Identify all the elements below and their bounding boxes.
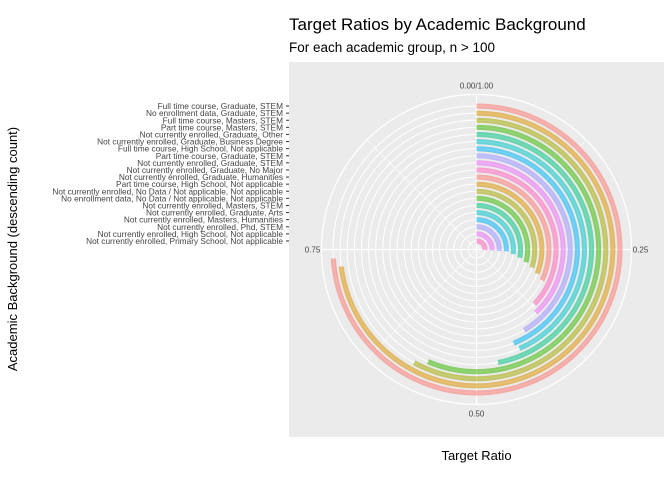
- bar-0: [330, 103, 623, 396]
- bar-4: [476, 131, 595, 366]
- bar-8: [476, 160, 566, 315]
- category-label-8: Not currently enrolled, Graduate, STEM: [137, 158, 283, 168]
- category-label-1: No enrollment data, Graduate, STEM: [146, 108, 283, 118]
- category-label-6: Full time course, High School, Not appli…: [118, 144, 283, 154]
- bar-19: [476, 238, 488, 251]
- bar-6: [476, 146, 580, 346]
- grid-spoke-minor: [366, 139, 477, 250]
- category-label-0: Full time course, Graduate, STEM: [158, 101, 284, 111]
- bar-10: [476, 174, 552, 282]
- grid-spoke-minor: [366, 249, 477, 360]
- bar-1: [338, 110, 616, 389]
- category-label-17: Not currently enrolled, Phd, STEM: [157, 222, 283, 232]
- bar-17: [476, 224, 502, 252]
- bar-18: [476, 231, 495, 251]
- bar-11: [476, 181, 545, 275]
- category-label-9: Not currently enrolled, Graduate, No Maj…: [127, 165, 284, 175]
- category-label-14: Not currently enrolled, Masters, STEM: [142, 200, 283, 210]
- category-label-10: Not currently enrolled, Graduate, Humani…: [119, 172, 283, 182]
- category-label-4: Not currently enrolled, Graduate, Other: [140, 129, 284, 139]
- bar-5: [476, 138, 587, 351]
- bars-layer: [330, 103, 623, 396]
- category-label-2: Full time course, Masters, STEM: [163, 115, 283, 125]
- theta-tick-label-3: 0.75: [305, 246, 321, 255]
- bar-7: [476, 153, 573, 333]
- bar-3: [426, 124, 602, 375]
- bar-14: [476, 202, 524, 259]
- bar-2: [413, 117, 609, 382]
- y-axis-title: Academic Background (descending count): [5, 127, 20, 371]
- category-label-16: Not currently enrolled, Masters, Humanit…: [124, 215, 283, 225]
- chart-title: Target Ratios by Academic Background: [289, 15, 586, 34]
- bar-9: [476, 167, 559, 306]
- category-label-15: Not currently enrolled, Graduate, Arts: [146, 208, 283, 218]
- category-label-11: Part time course, High School, Not appli…: [116, 179, 283, 189]
- x-axis-title: Target Ratio: [441, 448, 511, 463]
- category-label-12: Not currently enrolled, No Data / Not ap…: [52, 186, 283, 196]
- chart-subtitle: For each academic group, n > 100: [289, 40, 495, 55]
- category-label-18: Not currently enrolled, High School, Not…: [98, 229, 284, 239]
- bar-15: [476, 209, 517, 255]
- bar-16: [476, 217, 509, 252]
- category-label-13: No enrollment data, No Data / Not applic…: [61, 193, 283, 203]
- bar-13: [476, 195, 531, 263]
- theta-tick-label-0: 0.00/1.00: [460, 82, 494, 91]
- theta-tick-label-2: 0.50: [469, 410, 485, 419]
- category-label-19: Not currently enrolled, Primary School, …: [86, 236, 283, 246]
- category-label-7: Part time course, Graduate, STEM: [156, 151, 283, 161]
- theta-tick-labels: 0.00/1.00 0.25 0.50 0.75: [305, 82, 649, 419]
- category-label-3: Part time course, Masters, STEM: [161, 122, 283, 132]
- theta-tick-label-1: 0.25: [633, 246, 649, 255]
- bar-12: [476, 188, 538, 269]
- category-label-5: Not currently enrolled, Graduate, Busine…: [97, 137, 283, 147]
